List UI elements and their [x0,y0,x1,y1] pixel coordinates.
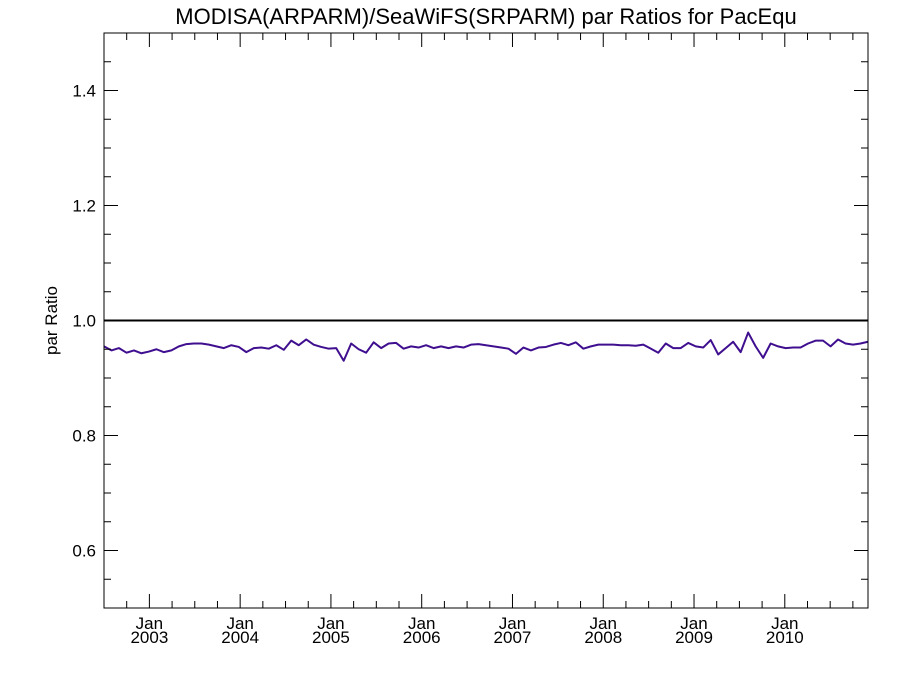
x-tick-year-label: 2003 [130,628,168,647]
y-tick-label: 1.4 [72,82,96,101]
x-tick-year-label: 2005 [312,628,350,647]
y-tick-label: 0.6 [72,542,96,561]
plot-area [103,319,869,362]
axis-ticks: 0.60.81.01.21.4Jan2003Jan2004Jan2005Jan2… [72,32,868,647]
x-tick-year-label: 2009 [675,628,713,647]
chart-title: MODISA(ARPARM)/SeaWiFS(SRPARM) par Ratio… [175,4,796,29]
x-tick-month-label: Jan [317,614,344,633]
x-tick-month-label: Jan [680,614,707,633]
x-tick-year-label: 2010 [766,628,804,647]
x-tick-month-label: Jan [226,614,253,633]
y-tick-label: 1.0 [72,312,96,331]
y-axis-label: par Ratio [42,286,61,355]
x-tick-year-label: 2007 [494,628,532,647]
x-tick-year-label: 2008 [584,628,622,647]
series-line [103,331,869,362]
y-tick-label: 0.8 [72,427,96,446]
x-tick-year-label: 2006 [403,628,441,647]
x-tick-month-label: Jan [136,614,163,633]
x-tick-month-label: Jan [771,614,798,633]
x-tick-year-label: 2004 [221,628,259,647]
y-tick-label: 1.2 [72,197,96,216]
x-tick-month-label: Jan [408,614,435,633]
x-tick-month-label: Jan [590,614,617,633]
x-tick-month-label: Jan [499,614,526,633]
